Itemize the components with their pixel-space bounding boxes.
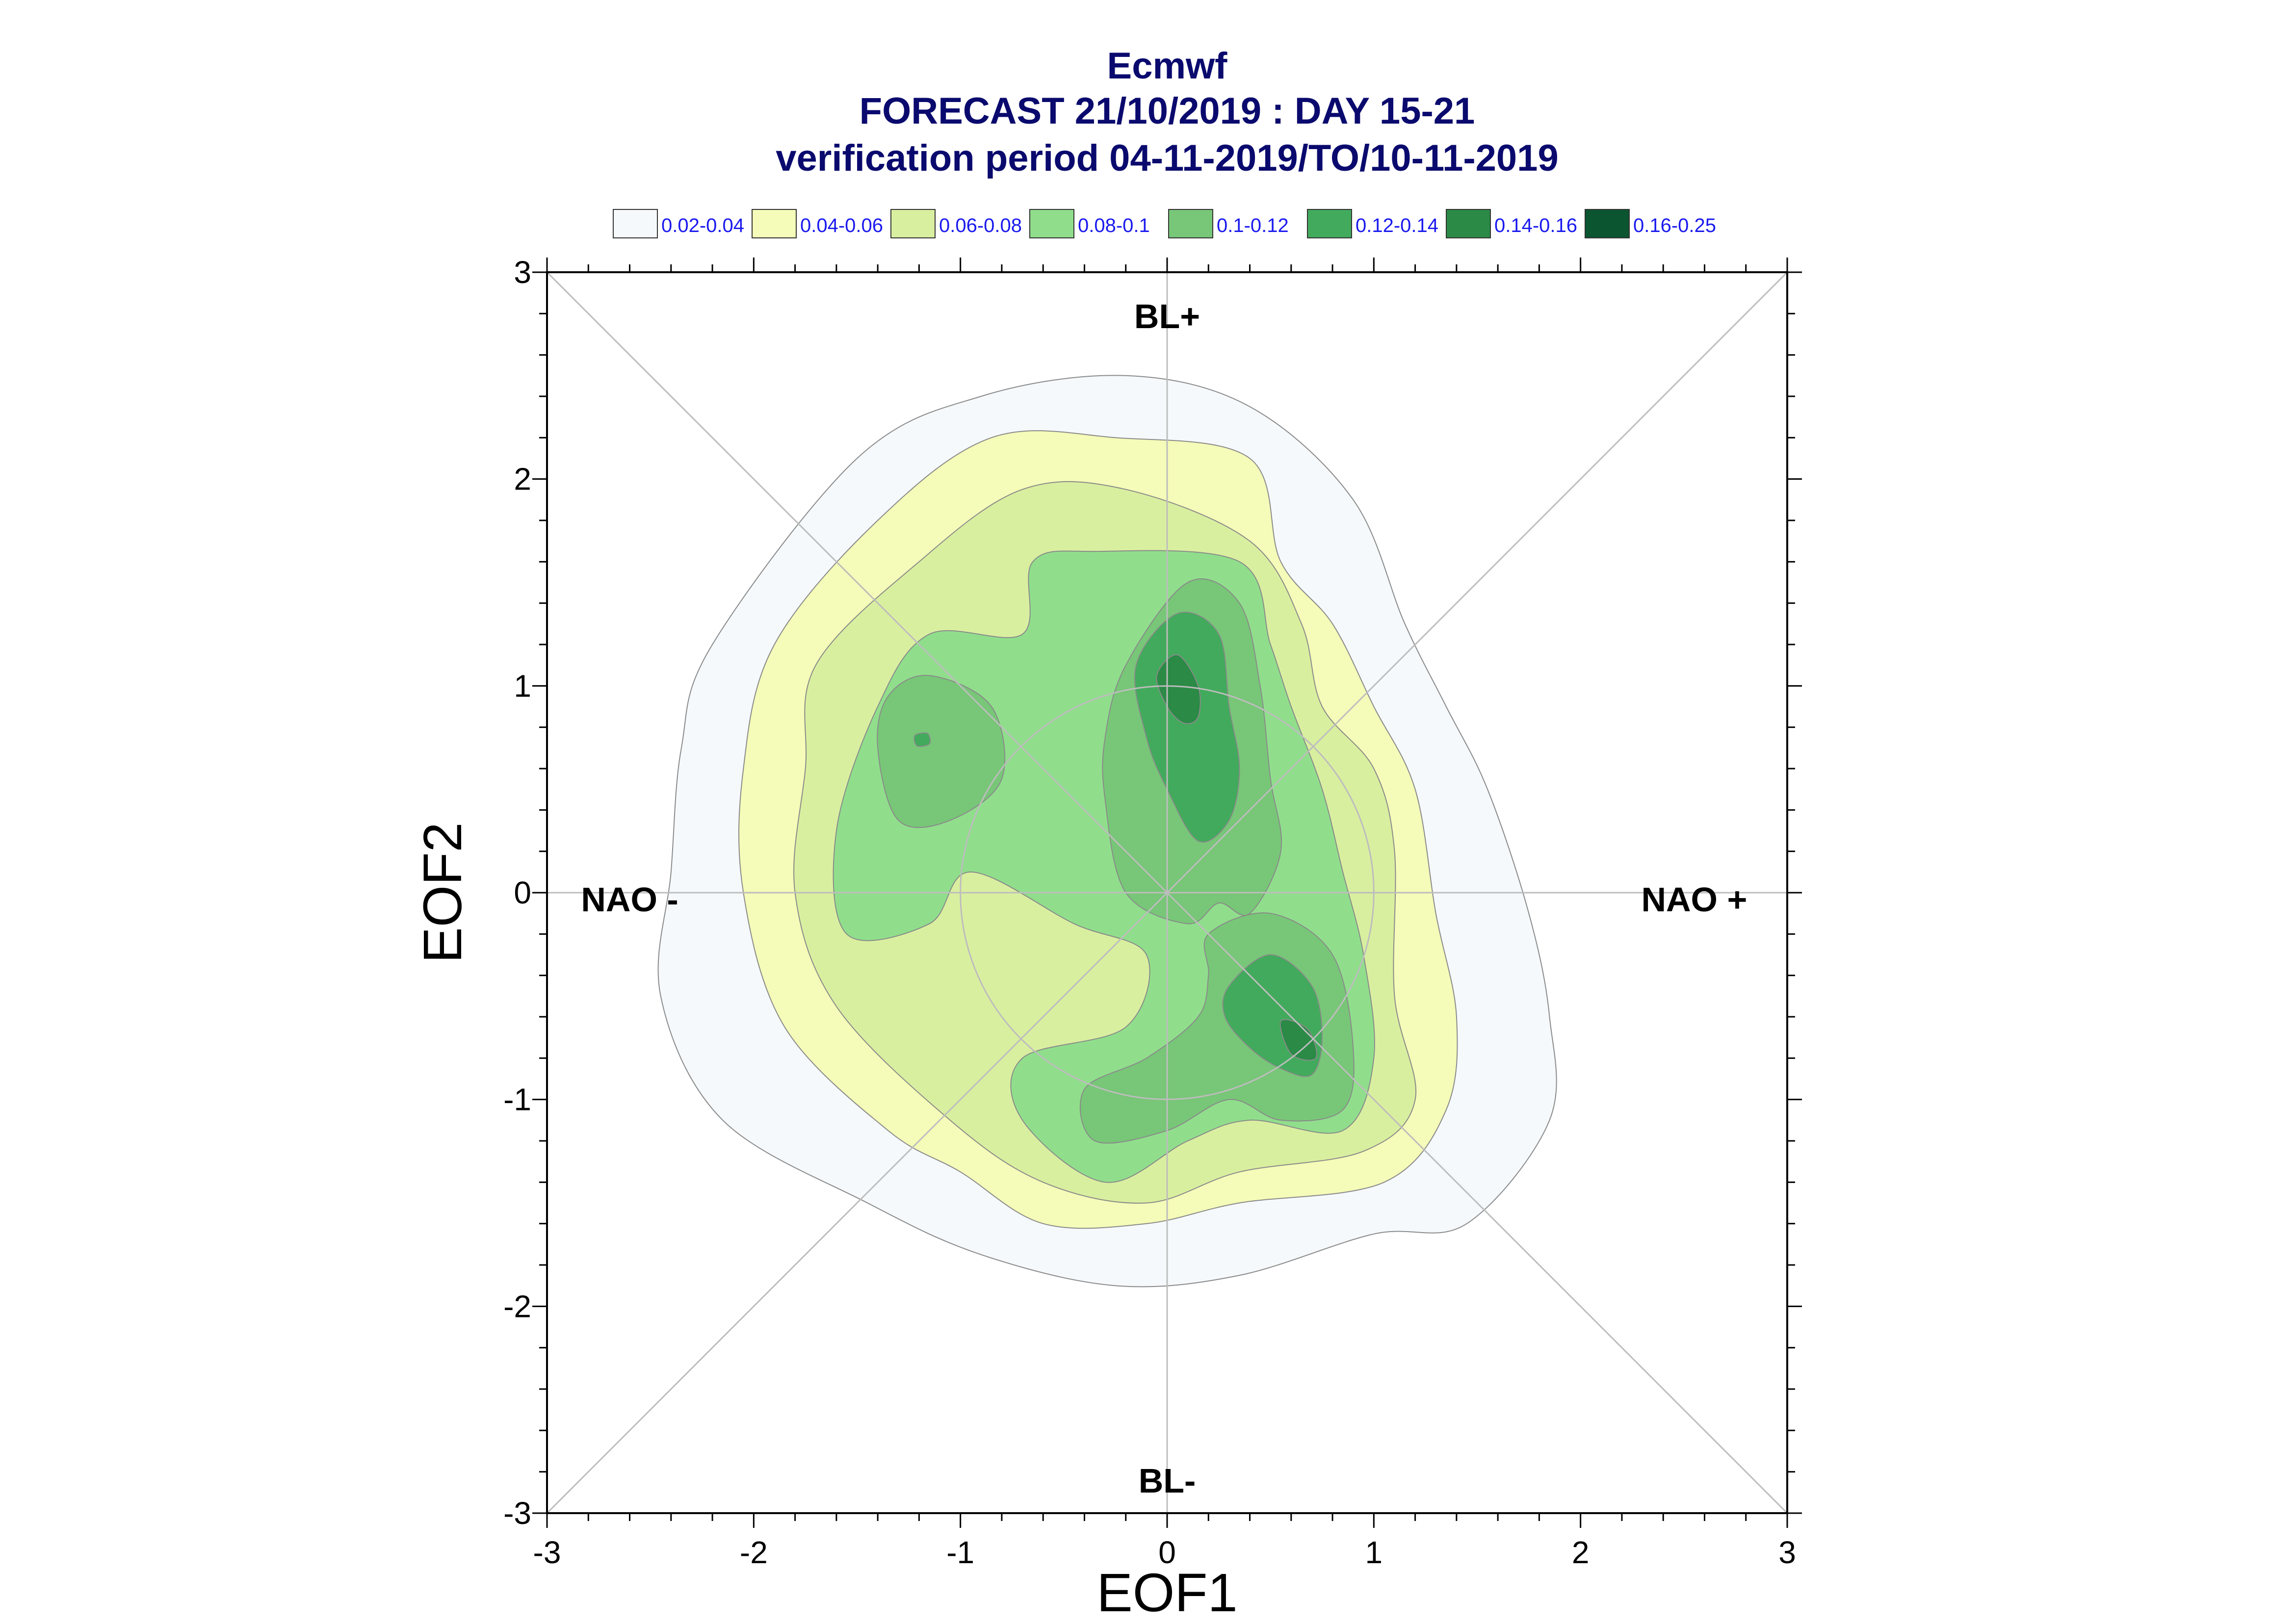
regime-label: NAO -	[581, 880, 678, 919]
legend-label: 0.06-0.08	[939, 215, 1022, 236]
legend-swatch	[1446, 209, 1491, 238]
contour-0.14-0.16-11	[1279, 1019, 1317, 1061]
y-axis-title: EOF2	[413, 822, 473, 963]
y-tick-label: 1	[514, 668, 531, 703]
legend-label: 0.04-0.06	[800, 215, 883, 236]
x-tick-label: -3	[533, 1535, 561, 1570]
x-tick-label: -1	[946, 1535, 974, 1570]
x-axis-ticks: -3 -2 -1 0 1 2 3	[533, 258, 1796, 1570]
x-tick-label: 2	[1572, 1535, 1590, 1570]
legend-label: 0.1-0.12	[1217, 215, 1289, 236]
y-tick-label: -2	[503, 1289, 531, 1324]
x-tick-label: -2	[740, 1535, 768, 1570]
reference-lines	[546, 271, 1788, 1514]
y-tick-label: -3	[503, 1495, 531, 1531]
x-tick-label: 0	[1158, 1535, 1176, 1570]
x-tick-label: 1	[1365, 1535, 1383, 1570]
density-contours	[657, 375, 1557, 1288]
regime-label: BL-	[1139, 1462, 1196, 1500]
contour-0.1-0.12-5	[877, 674, 1006, 828]
x-tick-label: 3	[1778, 1535, 1796, 1570]
regime-annotations: BL+ BL- NAO - NAO +	[581, 297, 1747, 1500]
y-tick-label: 3	[514, 255, 531, 290]
y-tick-label: 0	[514, 875, 531, 910]
legend-swatch	[1168, 209, 1213, 238]
y-tick-label: -1	[503, 1082, 531, 1117]
legend-label: 0.14-0.16	[1494, 215, 1577, 236]
chart-legend: 0.02-0.04 0.04-0.06 0.06-0.08 0.08-0.1 0.1-0…	[613, 209, 1716, 238]
y-axis-ticks: -3 -2 -1 0 1 2 3	[503, 255, 1802, 1531]
regime-label: BL+	[1134, 297, 1200, 335]
title-line-3: verification period 04-11-2019/TO/10-11-…	[776, 137, 1558, 179]
legend-swatch	[1029, 209, 1074, 238]
x-axis-title: EOF1	[1096, 1563, 1237, 1623]
title-line-2: FORECAST 21/10/2019 : DAY 15-21	[860, 90, 1475, 132]
legend-label: 0.12-0.14	[1356, 215, 1438, 236]
legend-swatch	[752, 209, 797, 238]
legend-label: 0.02-0.04	[661, 215, 744, 236]
regime-label: NAO +	[1641, 880, 1747, 919]
title-line-1: Ecmwf	[1107, 45, 1228, 87]
legend-label: 0.08-0.1	[1078, 215, 1150, 236]
legend-swatch	[1307, 209, 1352, 238]
legend-label: 0.16-0.25	[1633, 215, 1716, 236]
unit-circle	[960, 685, 1375, 1100]
legend-swatch	[613, 209, 658, 238]
contour-0.12-0.14-9	[913, 732, 931, 747]
legend-swatch	[1585, 209, 1630, 238]
y-tick-label: 2	[514, 462, 531, 497]
legend-swatch	[890, 209, 936, 238]
